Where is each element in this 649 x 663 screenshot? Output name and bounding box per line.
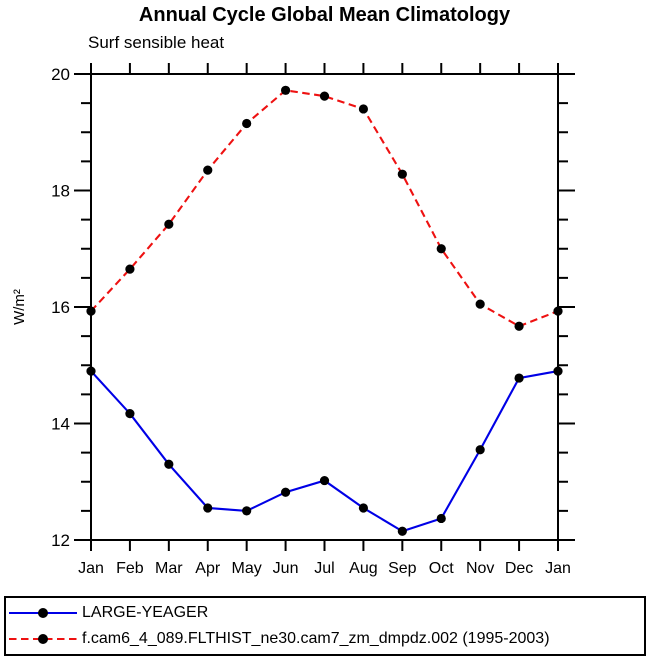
y-tick-label: 18	[51, 182, 70, 201]
data-point-marker	[280, 85, 291, 95]
plot-area: Jan Feb Mar Apr May Jun Jul Aug Sep Oct Nov Dec Jan 1…	[11, 63, 575, 577]
data-point-marker	[319, 475, 330, 486]
legend-row-model-case: f.cam6_4_089.FLTHIST_ne30.cam7_zm_dmpdz.…	[6, 626, 644, 652]
data-point-marker	[514, 373, 524, 383]
data-point-marker	[436, 513, 446, 524]
x-tick-label: Feb	[116, 560, 144, 577]
legend-marker-dot	[38, 634, 48, 644]
data-point-marker	[125, 264, 135, 274]
x-tick-label: Oct	[429, 560, 454, 577]
data-point-marker	[280, 487, 291, 497]
x-tick-label: Aug	[349, 560, 377, 577]
data-point-marker	[553, 366, 563, 376]
y-tick-label: 20	[51, 65, 70, 84]
data-point-marker	[358, 104, 369, 114]
y-tick-label: 16	[51, 298, 70, 317]
data-point-marker	[553, 306, 563, 316]
y-axis-label: W/m²	[11, 289, 28, 325]
data-point-marker	[436, 244, 446, 254]
data-point-marker	[86, 366, 96, 376]
x-tick-label: Nov	[466, 560, 494, 577]
y-tick-label: 12	[51, 531, 70, 550]
data-point-marker	[319, 91, 330, 101]
data-point-marker	[242, 506, 252, 516]
legend-line-sample-solid-icon	[9, 608, 77, 618]
data-point-marker	[242, 118, 252, 129]
x-tick-label: Jan	[78, 560, 104, 577]
x-tick-label: Sep	[388, 560, 417, 577]
legend-label-large-yeager: LARGE-YEAGER	[82, 604, 209, 621]
data-point-marker	[475, 445, 485, 455]
series-line-0	[90, 370, 559, 533]
x-tick-label: Jun	[273, 560, 299, 577]
y-tick-label: 14	[51, 415, 70, 434]
x-tick-label: Mar	[155, 560, 183, 577]
plot-frame	[90, 73, 559, 541]
data-point-marker	[203, 165, 213, 175]
data-point-marker	[164, 459, 174, 469]
legend-box: LARGE-YEAGER f.cam6_4_089.FLTHIST_ne30.c…	[4, 596, 646, 656]
data-point-marker	[514, 321, 524, 331]
legend-label-model-case: f.cam6_4_089.FLTHIST_ne30.cam7_zm_dmpdz.…	[82, 630, 550, 647]
x-tick-label: Dec	[505, 560, 533, 577]
chart-title: Annual Cycle Global Mean Climatology	[138, 4, 511, 26]
data-point-marker	[358, 503, 369, 513]
data-point-marker	[397, 169, 407, 179]
data-point-marker	[125, 408, 135, 419]
data-point-marker	[475, 299, 485, 309]
legend-marker-dot	[38, 608, 48, 618]
series-line-1	[90, 89, 559, 328]
data-point-marker	[203, 503, 213, 513]
data-point-marker	[86, 306, 96, 316]
x-tick-label: Apr	[195, 560, 221, 577]
legend-line-sample-dashed-icon	[9, 634, 77, 644]
x-tick-label: May	[232, 560, 262, 577]
x-tick-label: Jan	[545, 560, 571, 577]
data-point-marker	[397, 526, 407, 536]
chart-subtitle: Surf sensible heat	[88, 33, 225, 52]
data-point-marker	[164, 219, 174, 229]
x-tick-label: Jul	[314, 560, 334, 577]
legend-row-large-yeager: LARGE-YEAGER	[6, 600, 644, 626]
